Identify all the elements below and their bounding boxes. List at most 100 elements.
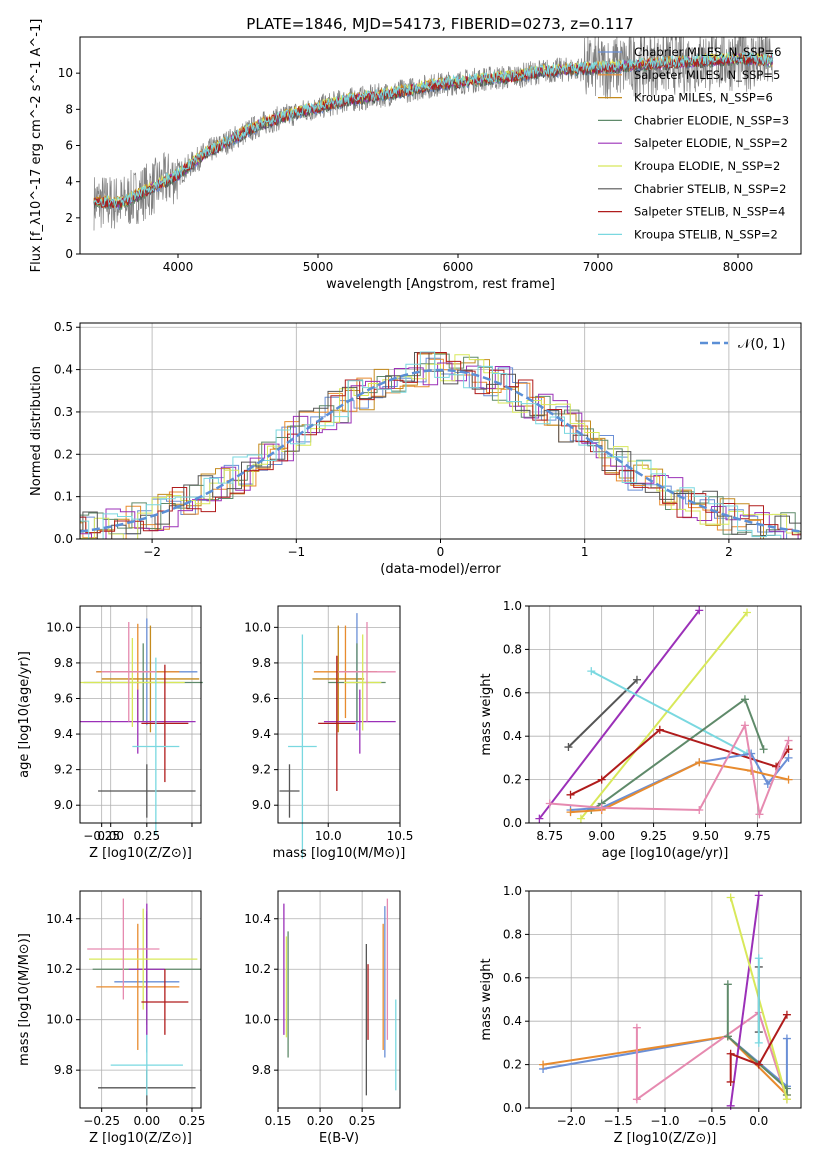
mass-vs-extinction-panel: 0.15 0.20 0.25 9.8 10.0 10.2 10.4 E(B-V) — [244, 890, 401, 1146]
x-axis-label: Z [log10(Z/Z⊙)] — [89, 1131, 192, 1146]
y-tick-label: 10.2 — [244, 962, 271, 976]
y-tick-label: 10.0 — [244, 620, 271, 634]
y-tick-label: 10.4 — [46, 912, 73, 926]
x-tick-label: 0.20 — [307, 1114, 334, 1128]
mass-weight-line — [729, 1014, 788, 1082]
y-tick-label: 10.2 — [46, 962, 73, 976]
y-tick-label: 4 — [65, 175, 73, 189]
y-tick-label: 0.4 — [503, 729, 522, 743]
plus-marker — [695, 606, 704, 615]
x-tick-label: 0.00 — [97, 829, 124, 843]
x-axis-label: Z [log10(Z/Z⊙)] — [614, 1131, 717, 1146]
plus-marker — [576, 814, 585, 823]
plus-marker — [632, 1023, 641, 1032]
y-tick-label: 1.0 — [503, 599, 522, 613]
y-tick-label: 0.0 — [503, 1101, 522, 1115]
mass-weight-line — [580, 611, 748, 820]
y-tick-label: 10.0 — [244, 1013, 271, 1027]
plus-marker — [740, 721, 749, 730]
x-tick-label: 0 — [437, 545, 445, 559]
x-tick-label: 4000 — [163, 260, 194, 274]
y-tick-label: 10 — [58, 66, 73, 80]
y-axis-label: Normed distribution — [29, 366, 44, 496]
x-axis-label: mass [log10(M/M⊙)] — [273, 846, 406, 861]
x-axis-label: wavelength [Angstrom, rest frame] — [326, 277, 555, 292]
x-tick-label: 1 — [581, 545, 589, 559]
plus-marker — [597, 775, 606, 784]
y-tick-label: 2 — [65, 211, 73, 225]
x-tick-label: 9.25 — [640, 829, 667, 843]
y-tick-label: 1.0 — [503, 884, 522, 898]
y-tick-label: 6 — [65, 139, 73, 153]
histogram-step — [80, 362, 801, 539]
plus-marker — [726, 1049, 735, 1058]
model-spectrum-line — [93, 52, 774, 207]
mass-weight-line — [729, 895, 760, 1106]
y-tick-label: 9.0 — [54, 798, 73, 812]
x-tick-label: 2 — [725, 545, 733, 559]
y-tick-label: 9.2 — [54, 763, 73, 777]
y-tick-label: 9.4 — [54, 727, 73, 741]
plus-marker — [754, 1060, 763, 1069]
plus-marker — [535, 814, 544, 823]
mass-weight-line — [567, 679, 638, 748]
axes-frame — [79, 890, 202, 1109]
axes-frame — [528, 605, 802, 824]
legend-label: Kroupa STELIB, N_SSP=2 — [634, 227, 778, 241]
x-tick-label: 9.00 — [588, 829, 615, 843]
x-axis-label: (data-model)/error — [380, 562, 501, 577]
y-tick-label: 0.6 — [503, 971, 522, 985]
y-axis-label: mass weight — [479, 673, 494, 755]
x-tick-label: 6000 — [443, 260, 474, 274]
x-tick-label: 8000 — [723, 260, 754, 274]
plus-marker — [564, 743, 573, 752]
histogram-step — [80, 352, 801, 536]
y-axis-label: mass [log10(M/M⊙)] — [17, 933, 32, 1066]
y-tick-label: 0.6 — [503, 686, 522, 700]
plus-marker — [597, 803, 606, 812]
y-tick-label: 9.8 — [252, 656, 271, 670]
x-tick-label: −2.0 — [557, 1114, 586, 1128]
model-spectrum-line — [93, 51, 774, 209]
legend-label: Salpeter ELODIE, N_SSP=2 — [634, 136, 788, 150]
legend-label: Chabrier ELODIE, N_SSP=3 — [634, 113, 789, 127]
mass-weight-vs-age-panel: 8.75 9.00 9.25 9.50 9.75 0.0 0.2 0.4 0.6 0.8 1.0 ag… — [479, 599, 802, 861]
plus-marker — [754, 891, 763, 900]
mass-weight-line — [635, 1010, 788, 1102]
y-tick-label: 9.6 — [54, 691, 73, 705]
y-axis-label: age [log10(age/yr)] — [17, 651, 32, 778]
axes-frame — [79, 605, 202, 824]
legend-label: Kroupa ELODIE, N_SSP=2 — [634, 159, 780, 173]
x-tick-label: 7000 — [583, 260, 614, 274]
x-tick-label: −0.5 — [697, 1114, 726, 1128]
plus-marker — [743, 608, 752, 617]
plus-marker — [784, 775, 793, 784]
plus-marker — [545, 799, 554, 808]
y-axis-label: mass weight — [479, 958, 494, 1040]
y-tick-label: 0.4 — [54, 363, 73, 377]
y-tick-label: 9.6 — [252, 691, 271, 705]
plus-marker — [587, 667, 596, 676]
x-tick-label: −2 — [143, 545, 161, 559]
plus-marker — [723, 1032, 732, 1041]
legend-label: Kroupa MILES, N_SSP=6 — [634, 91, 773, 105]
plus-marker — [782, 1010, 791, 1019]
x-tick-label: 0.25 — [133, 829, 160, 843]
x-tick-label: 5000 — [303, 260, 334, 274]
x-tick-label: −0.25 — [83, 829, 120, 843]
plus-marker — [566, 790, 575, 799]
plus-marker — [755, 810, 764, 819]
y-tick-label: 10.4 — [244, 912, 271, 926]
plus-marker — [726, 1101, 735, 1110]
y-tick-label: 9.2 — [252, 763, 271, 777]
x-tick-label: 10.0 — [315, 829, 342, 843]
plus-marker — [784, 736, 793, 745]
histogram-step — [80, 351, 801, 539]
mass-weight-vs-metallicity-panel: −2.0 −1.5 −1.0 −0.5 0.0 0.0 0.2 0.4 0.6 0.8 1.0 Z [… — [479, 884, 802, 1146]
x-tick-label: 0.15 — [265, 1114, 292, 1128]
figure-title: PLATE=1846, MJD=54173, FIBERID=0273, z=0… — [246, 15, 633, 33]
mass-weight-line — [549, 722, 790, 819]
y-tick-label: 9.4 — [252, 727, 271, 741]
normal-reference-curve — [79, 368, 802, 533]
legend-label: Salpeter STELIB, N_SSP=4 — [634, 205, 785, 219]
